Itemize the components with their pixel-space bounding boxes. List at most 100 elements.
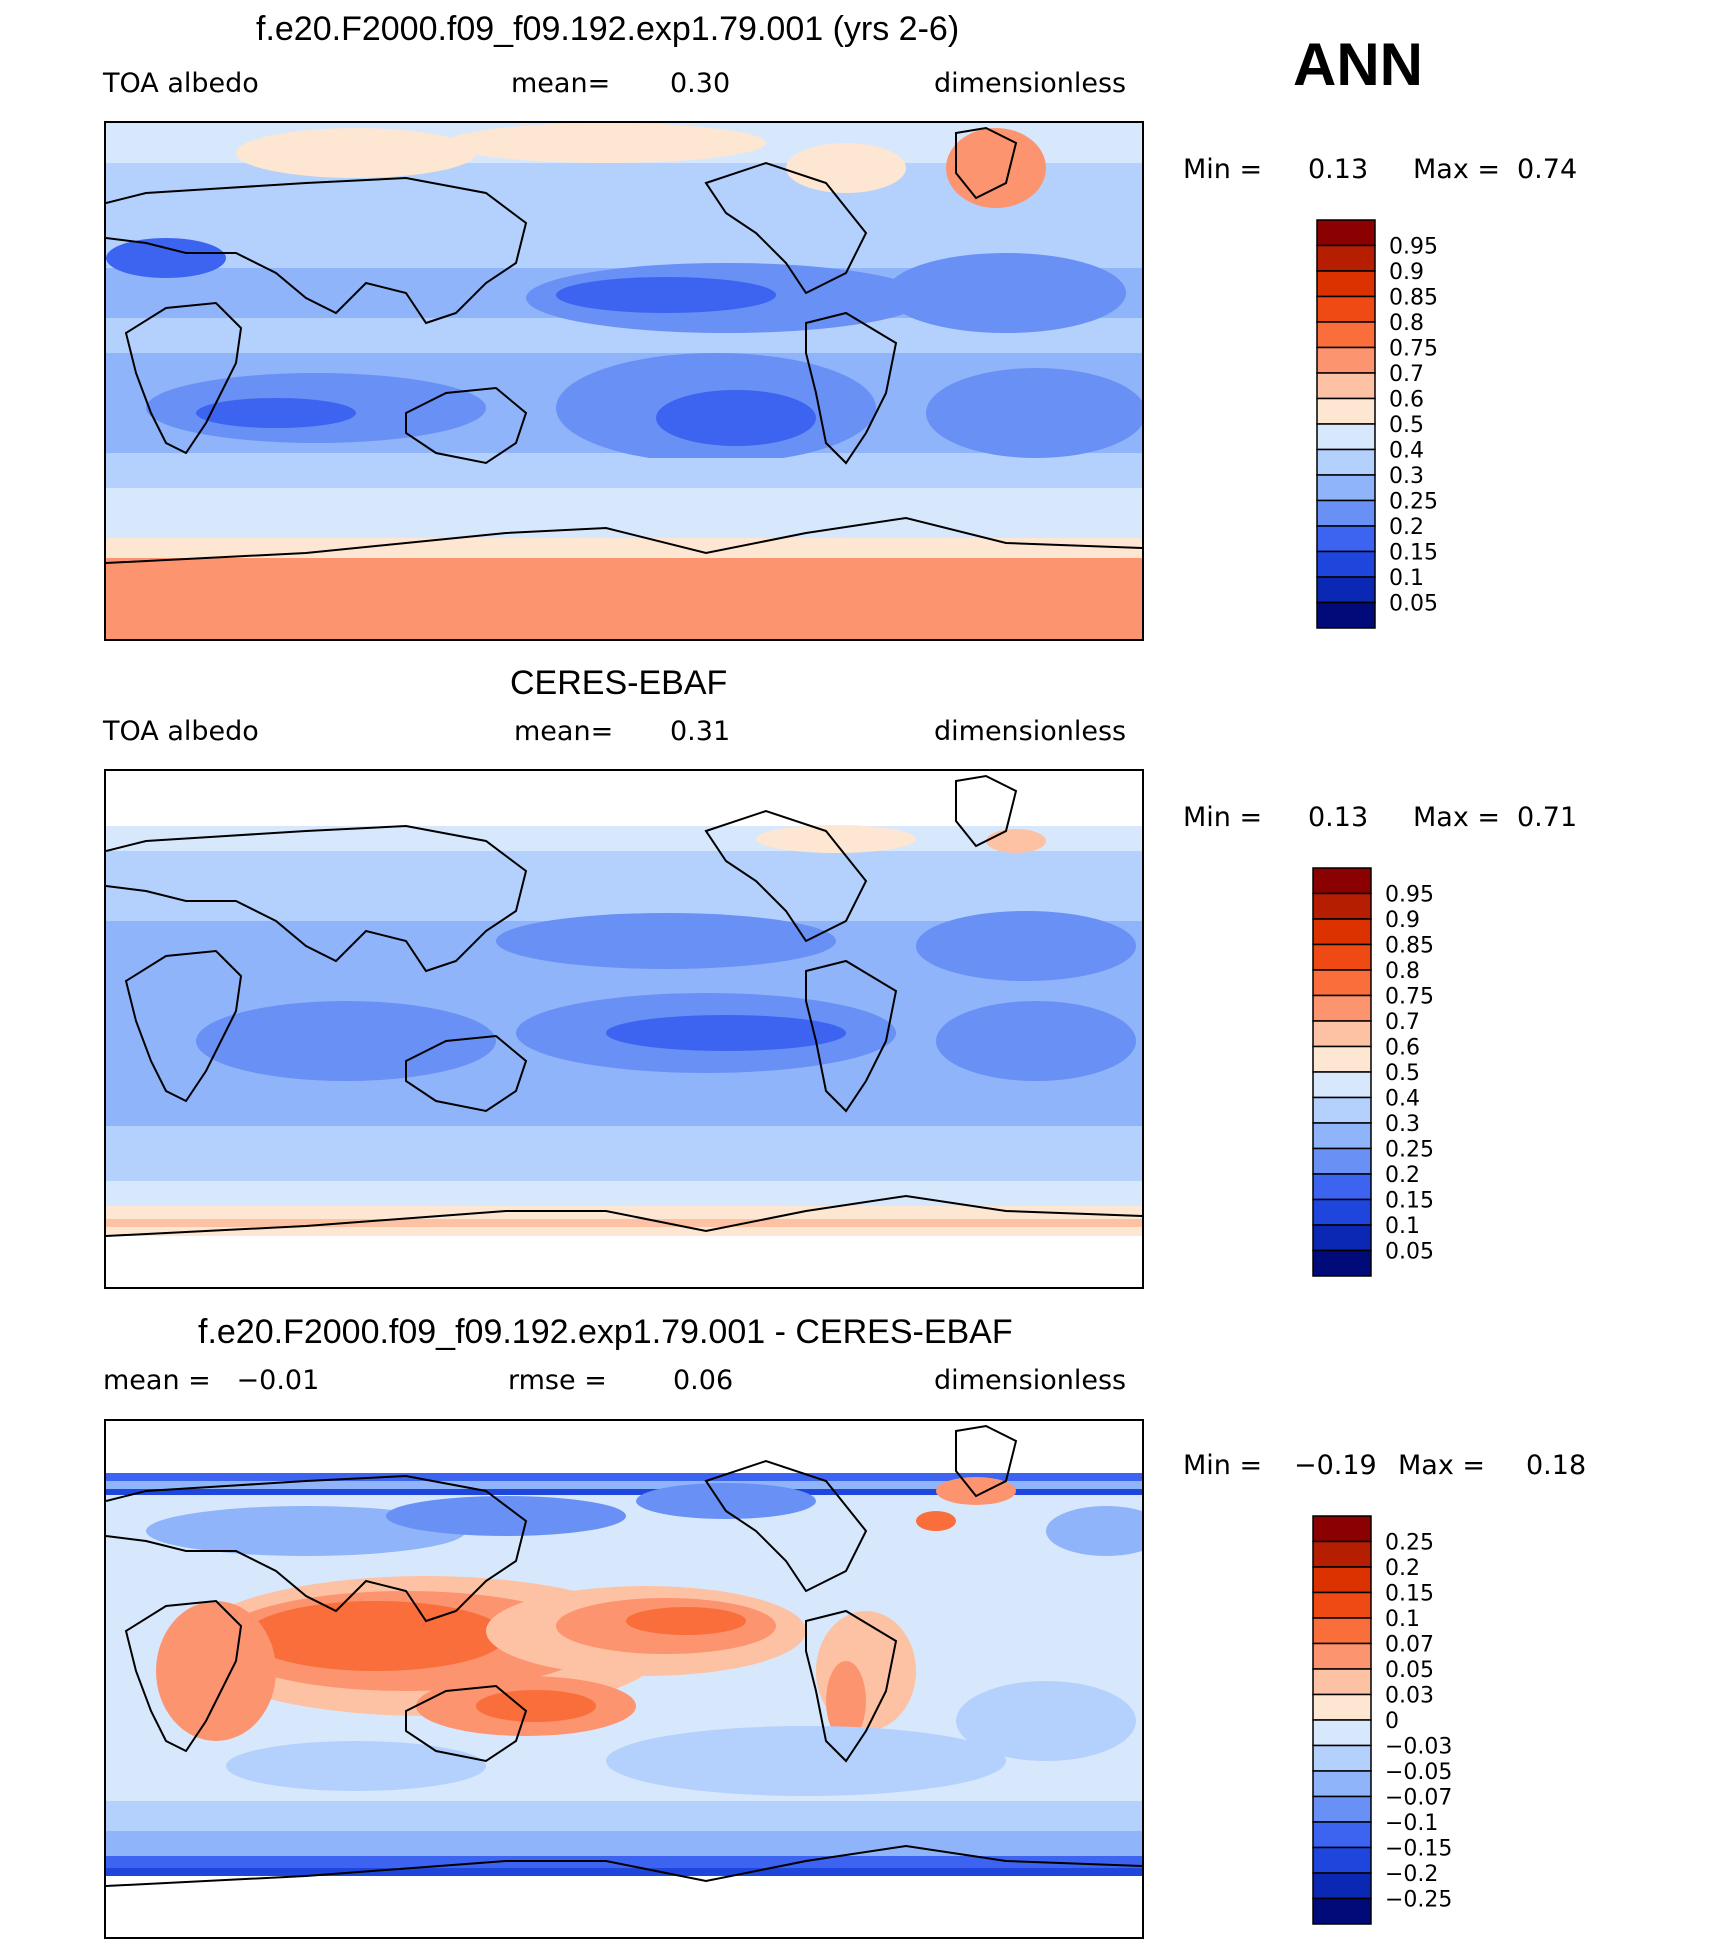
panel2-field-label: TOA albedo [103,716,259,747]
panel3-colorbar-swatch [1312,1515,1372,1543]
panel3-colorbar-tick-label: −0.25 [1385,1888,1452,1913]
panel3-colorbar-swatch [1312,1617,1372,1645]
panel3-colorbar-swatch [1312,1719,1372,1747]
panel2-title: CERES-EBAF [510,664,728,702]
panel3-colorbar-swatch [1312,1566,1372,1594]
panel1-map [104,121,1144,641]
panel1-colorbar-swatch [1316,576,1376,604]
panel1-min-value: 0.13 [1308,154,1369,185]
panel1-colorbar-tick-label: 0.95 [1389,235,1438,260]
panel3-colorbar-tick-label: −0.05 [1385,1760,1452,1785]
panel3-colorbar-swatch [1312,1846,1372,1874]
panel1-colorbar-tick-label: 0.7 [1389,362,1424,387]
panel3-colorbar-tick-label: −0.2 [1385,1862,1438,1887]
panel3-map [104,1419,1144,1939]
panel1-colorbar-tick-label: 0.25 [1389,490,1438,515]
panel2-colorbar-tick-label: 0.85 [1385,934,1434,959]
panel3-colorbar-tick-label: 0.03 [1385,1684,1434,1709]
panel3-min-value: −0.19 [1294,1450,1377,1481]
panel1-colorbar-swatch [1316,525,1376,553]
panel2-colorbar-tick-label: 0.05 [1385,1240,1434,1265]
panel2-min-value: 0.13 [1308,802,1369,833]
panel2-colorbar-swatch [1312,1096,1372,1124]
panel1-colorbar-tick-label: 0.1 [1389,566,1424,591]
panel2-mean-label: mean= [514,716,614,747]
panel1-max-value: 0.74 [1517,154,1578,185]
panel3-colorbar-svg: 0.250.20.150.10.070.050.030−0.03−0.05−0.… [1312,1515,1452,1925]
panel3-colorbar: 0.25 0.2 0.15 0.1 0.07 0.05 0.03 0 −0.03 −0.05 −0.… [1311,1514,1511,1925]
panel2-colorbar-swatch [1312,994,1372,1022]
panel1-colorbar-tick-label: 0.9 [1389,260,1424,285]
panel2-mean-value: 0.31 [670,716,731,747]
panel1-colorbar-swatch [1316,372,1376,400]
panel3-colorbar-swatch [1312,1693,1372,1721]
panel1-colorbar-swatch [1316,295,1376,323]
panel2-colorbar-swatch [1312,1249,1372,1277]
panel2-colorbar-swatch [1312,1020,1372,1048]
panel2-colorbar-swatch [1312,969,1372,997]
panel1-colorbar-swatch [1316,448,1376,476]
panel1-title: f.e20.F2000.f09_f09.192.exp1.79.001 (yrs… [256,10,960,48]
panel3-colorbar-tick-label: 0 [1385,1709,1399,1734]
panel3-colorbar-tick-label: 0.07 [1385,1633,1434,1658]
panel1-map-field [106,123,1142,639]
panel1-colorbar-tick-label: 0.15 [1389,541,1438,566]
panel3-colorbar-swatch [1312,1591,1372,1619]
panel2-colorbar-tick-label: 0.6 [1385,1036,1420,1061]
panel1-mean-value: 0.30 [670,68,731,99]
panel1-colorbar-tick-label: 0.6 [1389,388,1424,413]
panel1-colorbar-swatch [1316,346,1376,374]
panel1-min-label: Min = [1183,154,1263,185]
panel2-colorbar-swatch [1312,1122,1372,1150]
panel1-colorbar-swatch [1316,601,1376,629]
panel3-units: dimensionless [934,1365,1127,1396]
panel3-max-value: 0.18 [1526,1450,1587,1481]
panel1-colorbar-swatch [1316,397,1376,425]
panel2-map [104,769,1144,1289]
panel3-map-field [106,1421,1142,1937]
panel1-colorbar-swatch [1316,550,1376,578]
panel1-colorbar-tick-label: 0.85 [1389,286,1438,311]
panel1-colorbar-tick-label: 0.3 [1389,464,1424,489]
panel3-rmse-label: rmse = [508,1365,607,1396]
panel1-colorbar: 0.95 0.9 0.85 0.8 0.75 0.7 0.6 0.5 0.4 0.3 0.25 0.2… [1315,218,1515,629]
panel2-colorbar-swatch [1312,1173,1372,1201]
panel3-colorbar-tick-label: −0.15 [1385,1837,1452,1862]
panel3-colorbar-tick-label: 0.1 [1385,1607,1420,1632]
panel3-colorbar-swatch [1312,1897,1372,1925]
panel2-colorbar-tick-label: 0.1 [1385,1214,1420,1239]
panel3-colorbar-tick-label: 0.05 [1385,1658,1434,1683]
panel1-colorbar-tick-label: 0.2 [1389,515,1424,540]
panel1-colorbar-swatch [1316,499,1376,527]
panel2-colorbar-tick-label: 0.8 [1385,959,1420,984]
panel2-max-value: 0.71 [1517,802,1578,833]
panel1-colorbar-swatch [1316,423,1376,451]
panel3-colorbar-tick-label: 0.25 [1385,1531,1434,1556]
panel2-colorbar-swatch [1312,1147,1372,1175]
panel3-colorbar-swatch [1312,1668,1372,1696]
panel1-colorbar-tick-label: 0.05 [1389,592,1438,617]
panel2-units: dimensionless [934,716,1127,747]
panel2-map-field [106,771,1142,1287]
panel2-colorbar-tick-label: 0.25 [1385,1138,1434,1163]
panel1-mean-label: mean= [511,68,611,99]
panel2-colorbar-tick-label: 0.5 [1385,1061,1420,1086]
panel3-colorbar-swatch [1312,1821,1372,1849]
panel1-colorbar-tick-label: 0.4 [1389,439,1424,464]
panel2-colorbar-tick-label: 0.7 [1385,1010,1420,1035]
panel1-colorbar-tick-label: 0.8 [1389,311,1424,336]
panel2-colorbar-swatch [1312,1071,1372,1099]
panel3-colorbar-tick-label: −0.07 [1385,1786,1452,1811]
panel2-colorbar-tick-label: 0.2 [1385,1163,1420,1188]
panel2-colorbar-tick-label: 0.3 [1385,1112,1420,1137]
panel3-colorbar-tick-label: −0.1 [1385,1811,1438,1836]
panel3-max-label: Max = [1398,1450,1486,1481]
panel2-colorbar-swatch [1312,1198,1372,1226]
panel2-colorbar-swatch [1312,892,1372,920]
panel1-max-label: Max = [1413,154,1501,185]
panel3-colorbar-tick-label: −0.03 [1385,1735,1452,1760]
panel3-min-label: Min = [1183,1450,1263,1481]
panel2-colorbar-tick-label: 0.9 [1385,908,1420,933]
panel3-colorbar-swatch [1312,1770,1372,1798]
panel3-colorbar-swatch [1312,1872,1372,1900]
